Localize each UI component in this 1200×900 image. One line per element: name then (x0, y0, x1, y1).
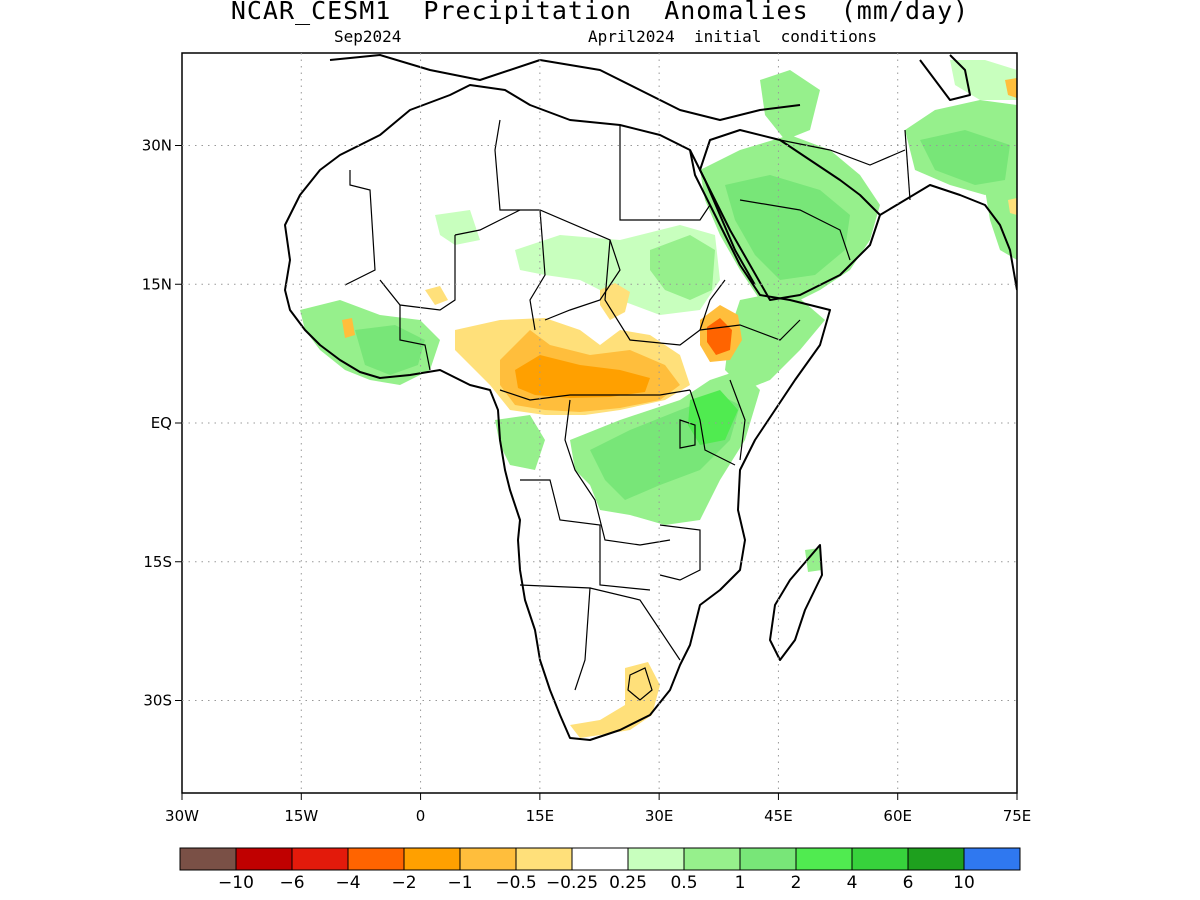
colorbar-label: −2 (391, 873, 416, 893)
west-africa-wet-core (355, 325, 425, 375)
x-tick-label: 15E (526, 807, 555, 825)
horn-wet-region (725, 290, 825, 390)
iran-wet-core (920, 130, 1010, 185)
colorbar-swatch (851, 847, 909, 871)
colorbar-swatch (683, 847, 741, 871)
border-iran-pakistan (904, 129, 911, 201)
sudan-wet-core (650, 235, 715, 300)
arabia-wet-core (725, 175, 850, 280)
border-saudi (739, 199, 851, 261)
colorbar-label: 10 (953, 873, 975, 893)
map-axes: 30W 15W 0 15E 30E 45E 60E 75E 30N 15N EQ 15S 30S (142, 137, 1032, 826)
colorbar-label: 1 (735, 873, 746, 893)
border-car-drc (499, 389, 691, 401)
initial-conditions: April2024 initial conditions (588, 27, 877, 46)
colorbar-label: −0.25 (546, 873, 598, 893)
colorbar-label: 4 (847, 873, 858, 893)
anomaly-shading (300, 60, 1017, 738)
mediterranean-north-coastline (329, 54, 801, 121)
x-tick-label: 75E (1003, 807, 1032, 825)
colorbar-swatch (907, 847, 965, 871)
colorbar-swatch (515, 847, 573, 871)
colorbar-swatch (291, 847, 349, 871)
madagascar-coastline (769, 544, 823, 661)
colorbar-label: 0.25 (609, 873, 647, 893)
border-iraq-iran (779, 139, 906, 166)
x-tick-label: 15W (284, 807, 318, 825)
senegal-dry-patch (342, 318, 355, 338)
colorbar-swatch (235, 847, 293, 871)
colorbar-swatch (963, 847, 1021, 871)
border-mauritania (344, 170, 376, 286)
border-zambia-mozambique (659, 524, 701, 581)
turkey-wet-region (760, 70, 820, 140)
colorbar-label: 0.5 (670, 873, 697, 893)
madagascar-wet-region (805, 548, 822, 572)
colorbar-swatch (627, 847, 685, 871)
colorbar-swatch (795, 847, 853, 871)
border-chad-niger (529, 209, 546, 331)
border-kenya-tanzania (689, 389, 736, 466)
colorbar-swatch (179, 847, 237, 871)
colorbar-label: −4 (335, 873, 360, 893)
niger-dry-patch (425, 286, 448, 305)
x-tick-label: 45E (764, 807, 793, 825)
border-namibia (519, 584, 591, 691)
coastlines (284, 54, 1017, 741)
border-sudan (604, 239, 726, 346)
gabon-wet-region (495, 415, 545, 470)
red-sea-coastline (689, 149, 756, 286)
colorbar-label: −6 (279, 873, 304, 893)
asia-coastline (879, 184, 1017, 291)
y-tick-label: 15S (143, 553, 172, 571)
south-africa-dry-region (570, 662, 660, 738)
colorbar-swatch (739, 847, 797, 871)
x-tick-label: 60E (883, 807, 912, 825)
forecast-month: Sep2024 (334, 27, 402, 46)
colorbar-label: −0.5 (495, 873, 536, 893)
sahel-west-wet (435, 210, 480, 245)
border-niger-algeria (454, 209, 521, 236)
colorbar-label: −1 (447, 873, 472, 893)
colorbar-label: −10 (218, 873, 254, 893)
x-tick-label: 30E (645, 807, 674, 825)
caspian-wet-region (950, 60, 1017, 100)
india-wet-region (985, 185, 1017, 260)
border-botswana (589, 587, 681, 661)
border-drc-angola (564, 399, 671, 546)
map-gridlines (182, 53, 1017, 793)
border-mali (379, 235, 456, 311)
colorbar: −10 −6 −4 −2 −1 −0.5 −0.25 0.25 0.5 1 2 4 6 10 (179, 847, 1021, 893)
y-tick-label: 30N (142, 137, 172, 155)
y-tick-label: 15N (142, 275, 172, 293)
chad-dry-patch (600, 283, 630, 320)
colorbar-swatch (459, 847, 517, 871)
border-egypt-sudan (619, 125, 711, 221)
map-title: NCAR_CESM1 Precipitation Anomalies (mm/d… (230, 0, 970, 25)
central-africa-dry-core (515, 355, 650, 398)
border-angola-namibia (520, 479, 651, 591)
arabia-coastline (699, 129, 881, 301)
colorbar-label: 2 (791, 873, 802, 893)
colorbar-swatch (571, 847, 629, 871)
africa-coastline (284, 84, 831, 741)
x-tick-label: 30W (165, 807, 199, 825)
border-lesotho (627, 667, 653, 701)
country-borders (344, 119, 911, 701)
colorbar-swatch (403, 847, 461, 871)
colorbar-swatch (347, 847, 405, 871)
caspian-coastline (919, 54, 971, 101)
x-tick-label: 0 (416, 807, 426, 825)
y-tick-label: 30S (143, 692, 172, 710)
india-dry-patch (1008, 198, 1017, 215)
colorbar-label: 6 (903, 873, 914, 893)
border-burkina-ghana (399, 305, 431, 371)
lake-victoria-wet-core (688, 390, 738, 445)
y-tick-label: EQ (151, 414, 172, 432)
border-kenya-somalia (729, 379, 746, 461)
border-ethiopia-somalia (699, 319, 801, 341)
iran-dry-patch (1005, 78, 1017, 98)
